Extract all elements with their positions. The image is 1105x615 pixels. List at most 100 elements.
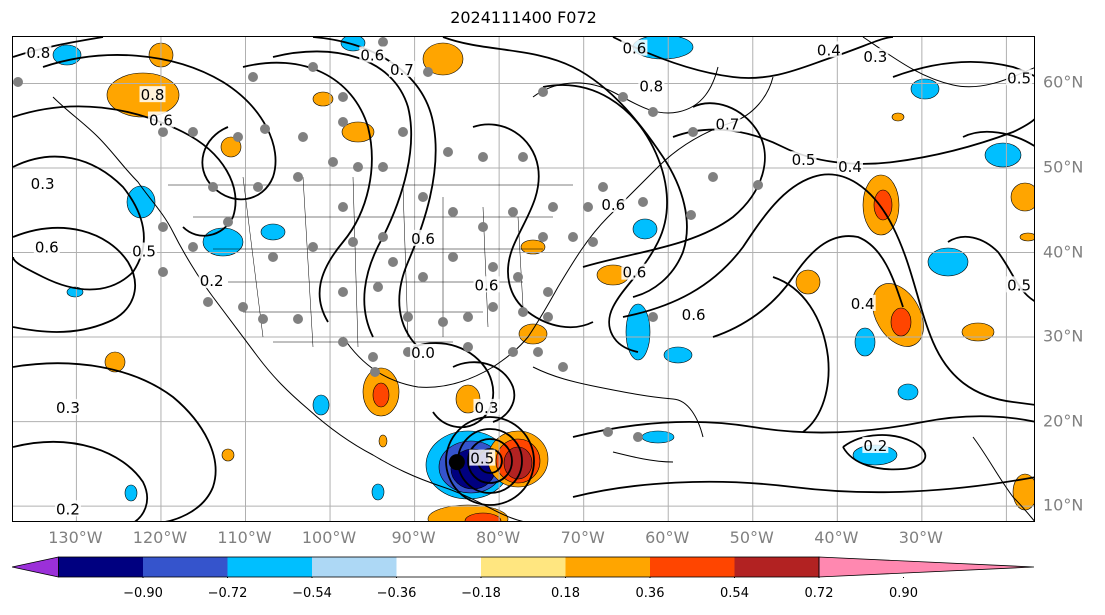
contour-label: 0.5 [470, 450, 494, 468]
contour-label: 0.2 [56, 500, 80, 518]
contour-label-bg [25, 43, 52, 60]
pos-patch [372, 382, 390, 408]
contour-label: 0.3 [56, 399, 80, 417]
pos-patch [518, 323, 548, 345]
neg-patch [202, 227, 244, 257]
coastline-hudson [532, 66, 719, 114]
colorbar [12, 556, 1035, 578]
storm-center [448, 454, 465, 471]
map-canvas: 0.8 0.6 0.7 0.6 0.8 0.4 0.3 0.5 0.8 0.6 0.7 0.5 0.4 0… [13, 37, 1034, 521]
coastline-west [52, 96, 524, 521]
station-markers [13, 37, 763, 442]
contour-label-bg [410, 343, 437, 360]
colorbar-tick-label: 0.90 [889, 586, 918, 601]
colorbar-segment [312, 557, 397, 577]
neg-patch [910, 78, 940, 100]
contour-label-bg [638, 77, 665, 94]
longitude-label: 90°W [391, 528, 436, 547]
contour-label-bg [29, 174, 56, 191]
pos-patch [961, 322, 995, 342]
contour-label: 0.6 [35, 238, 59, 256]
colorbar-tick-label: 0.54 [720, 586, 749, 601]
contour-value-labels: 0.8 0.6 0.7 0.6 0.8 0.4 0.3 0.5 0.8 0.6 0.7 0.5 0.4 0… [25, 39, 1033, 518]
longitude-label: 40°W [814, 528, 859, 547]
contour-label-bg [849, 294, 876, 311]
coastline-gulf [342, 76, 774, 388]
latitude-label: 50°N [1043, 157, 1084, 177]
contour-label-bg [198, 272, 225, 289]
pos-patch [891, 112, 905, 122]
pos-patch [520, 239, 546, 255]
longitude-label: 70°W [560, 528, 605, 547]
pos-patch [1019, 232, 1034, 242]
contour-label: 0.3 [863, 48, 887, 66]
contour-label: 0.0 [411, 344, 435, 362]
pos-patch [464, 512, 502, 521]
negative-shading [52, 37, 1022, 502]
contour-label-bg [131, 242, 158, 259]
storm-center-marker [448, 454, 465, 471]
pos-patch [220, 136, 242, 158]
pos-patch [378, 434, 388, 448]
contour-label: 0.6 [682, 306, 706, 324]
neg-patch [371, 483, 385, 501]
storm-contour-ring [467, 438, 513, 484]
contour-label-bg [410, 229, 437, 246]
colorbar-tick-label: 0.18 [551, 586, 580, 601]
neg-patch [52, 44, 82, 66]
contour-label: 0.7 [715, 116, 739, 134]
contour-label: 0.4 [817, 41, 841, 59]
contour-label: 0.5 [132, 243, 156, 261]
neg-patch [663, 346, 693, 364]
contour-label-bg [469, 449, 496, 466]
neg-patch [625, 303, 651, 361]
contour-label: 0.7 [390, 61, 414, 79]
colorbar-tick-label: −0.36 [376, 586, 417, 601]
neg-patch [897, 383, 919, 401]
latitude-label: 20°N [1043, 411, 1084, 431]
colorbar-segment [396, 557, 481, 577]
colorbar-extend-min [12, 556, 59, 578]
neg-patch [632, 218, 658, 240]
contour-label: 0.6 [601, 196, 625, 214]
contour-label: 0.6 [149, 112, 173, 130]
neg-patch [927, 247, 969, 277]
contour-label: 0.6 [622, 264, 646, 282]
neg-patch [312, 394, 330, 416]
latitude-label: 40°N [1043, 242, 1084, 262]
latitude-label: 60°N [1043, 72, 1084, 92]
neg-patch [984, 142, 1022, 168]
colorbar-tick-label: 0.72 [804, 586, 834, 601]
contour-label-bg [473, 398, 500, 415]
colorbar-segment [58, 557, 143, 577]
contour-label: 0.5 [1007, 276, 1031, 294]
neg-patch [126, 185, 156, 219]
longitude-label: 100°W [301, 528, 357, 547]
longitude-label: 50°W [729, 528, 774, 547]
neg-patch [641, 430, 675, 444]
contour-label-bg [54, 500, 81, 517]
latitude-label: 30°N [1043, 326, 1084, 346]
longitude-label: 80°W [476, 528, 521, 547]
shaded-fields [52, 37, 1034, 521]
pos-patch [422, 42, 464, 76]
colorbar-extend-max [818, 556, 1035, 578]
contour-label-bg [359, 46, 386, 63]
pos-patch [221, 448, 235, 462]
colorbar-tick-label: −0.90 [123, 586, 163, 601]
longitude-label: 60°W [645, 528, 690, 547]
contour-label: 0.2 [863, 437, 887, 455]
coastline-africa [972, 436, 1034, 521]
neg-patch [854, 327, 876, 357]
contour-label-bg [862, 48, 889, 65]
pos-patch [1010, 182, 1034, 212]
colorbar-tick-label: −0.72 [207, 586, 248, 601]
map-title: 2024111400 F072 [450, 8, 597, 27]
colorbar-segment [481, 557, 566, 577]
colorbar-segment [565, 557, 650, 577]
contour-label-bg [388, 60, 415, 77]
contour-label-bg [1006, 276, 1033, 293]
pos-patch [890, 307, 912, 337]
pos-patch [312, 91, 334, 107]
contour-label-bg [621, 39, 648, 56]
